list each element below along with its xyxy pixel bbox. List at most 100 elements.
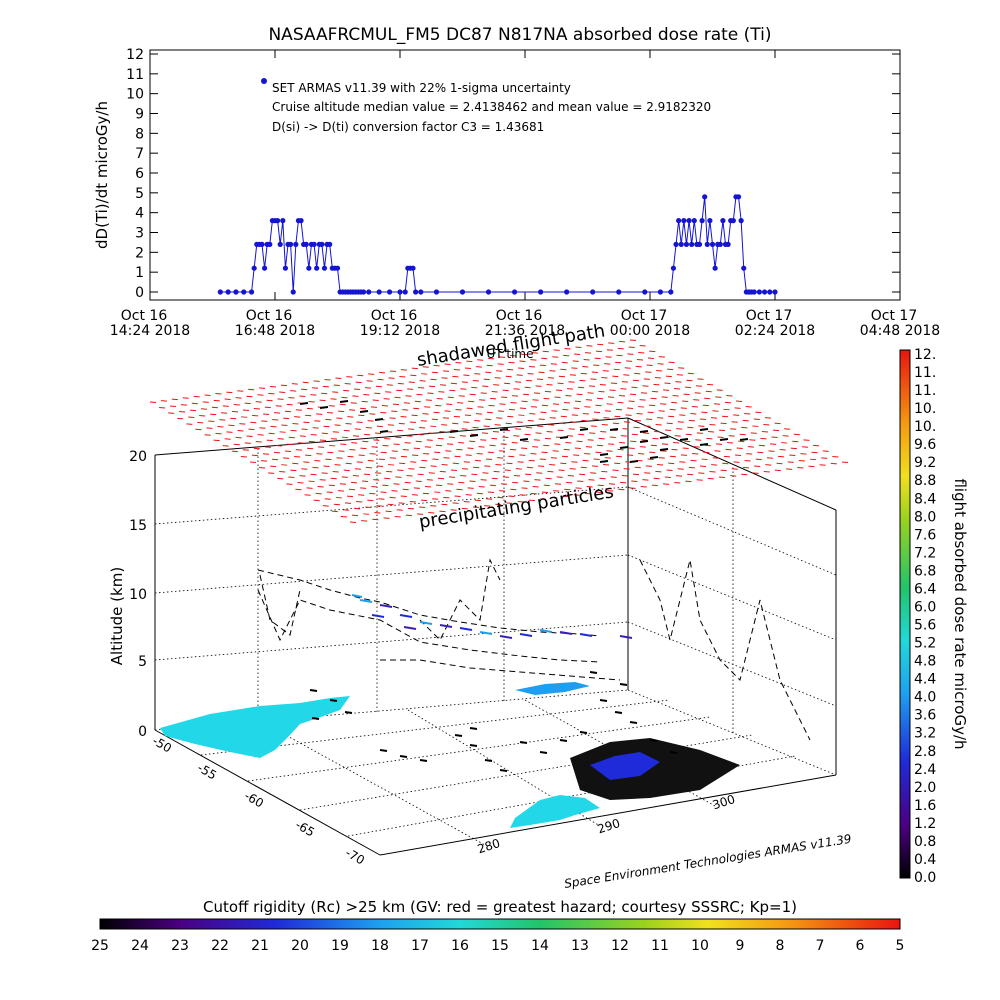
dose-colorbar-tick-label: 8.8: [914, 473, 936, 489]
particle-dash: [308, 440, 316, 443]
particle-dash: [400, 415, 407, 418]
particle-dash: [297, 442, 304, 444]
particle-dash: [630, 440, 637, 443]
particle-dash: [355, 381, 362, 384]
particle-dash: [186, 423, 193, 425]
particle-dash: [340, 516, 347, 518]
rigidity-colorbar-tick-label: 5: [896, 938, 905, 954]
particle-dash: [257, 394, 264, 396]
particle-dash: [283, 417, 290, 420]
top-x-tick-label-date: Oct 16: [371, 308, 418, 324]
particle-dash: [579, 379, 586, 382]
particle-dash: [595, 404, 602, 407]
particle-dash: [606, 450, 613, 452]
particle-dash: [547, 470, 554, 473]
particle-dash: [696, 432, 703, 434]
particle-dash: [382, 444, 389, 447]
particle-dash: [319, 479, 326, 481]
particle-dash: [439, 470, 446, 473]
particle-dash: [720, 422, 727, 425]
particle-dash: [493, 470, 500, 473]
particle-dash: [747, 446, 754, 448]
particle-dash: [330, 398, 337, 400]
particle-dash: [519, 454, 526, 456]
particle-dash: [546, 384, 553, 386]
particle-dash: [373, 439, 380, 441]
particle-dash: [549, 464, 556, 466]
particle-dash: [308, 480, 315, 483]
particle-dash: [381, 404, 389, 407]
latitude-tick-label: -60: [242, 789, 266, 811]
particle-dash: [524, 433, 531, 436]
particle-dash: [651, 484, 658, 487]
particle-dash: [679, 461, 686, 463]
particle-dash: [576, 393, 583, 396]
particle-dash: [288, 476, 295, 478]
top-y-axis-label: dD(Ti)/dt microGy/h: [93, 101, 111, 249]
particle-dash: [528, 366, 536, 368]
dose-rate-point: [772, 289, 778, 295]
particle-dash: [552, 450, 559, 452]
particle-dash: [594, 357, 601, 360]
particle-dash: [391, 450, 398, 452]
particle-dash: [680, 407, 687, 409]
particle-dash: [661, 396, 668, 398]
particle-dash: [549, 370, 556, 372]
particle-dash: [168, 412, 175, 414]
particle-dash: [671, 448, 678, 451]
particle-dash: [735, 454, 742, 456]
dose-colorbar-tick-label: 9.2: [914, 455, 936, 471]
particle-dash: [169, 405, 177, 408]
low-dose-dash: [579, 731, 588, 734]
dose-rate-series: [217, 194, 778, 295]
particle-dash: [304, 494, 311, 496]
particle-dash: [307, 447, 314, 450]
particle-dash: [560, 415, 567, 418]
rigidity-colorbar-tick-label: 7: [816, 938, 825, 954]
legend-text: SET ARMAS v11.39 with 22% 1-sigma uncert…: [272, 81, 571, 95]
particle-dash: [803, 439, 810, 441]
particle-dash: [399, 462, 406, 465]
particle-dash: [312, 427, 319, 429]
particle-dash: [413, 487, 420, 489]
particle-dash: [619, 441, 626, 444]
particle-dash: [465, 454, 472, 456]
particle-dash: [364, 387, 372, 389]
dose-rate-point: [280, 218, 286, 224]
particle-dash: [520, 353, 527, 356]
particle-dash: [396, 509, 403, 511]
particle-dash: [725, 448, 732, 451]
particle-dash: [338, 410, 345, 413]
particle-dash: [277, 438, 284, 440]
particle-dash: [299, 395, 306, 398]
particle-dash: [458, 481, 465, 484]
particle-dash: [722, 415, 729, 418]
particle-dash: [664, 476, 671, 478]
particle-dash: [719, 429, 726, 432]
particle-dash: [640, 486, 647, 488]
particle-dash: [491, 437, 498, 440]
particle-dash: [684, 440, 691, 443]
particle-dash: [565, 441, 572, 444]
particle-dash: [550, 457, 557, 459]
particle-dash: [489, 484, 496, 487]
particle-dash: [515, 381, 522, 383]
particle-dash: [493, 384, 500, 386]
particle-dash: [435, 444, 443, 447]
particle-dash: [742, 419, 749, 422]
particle-dash: [612, 422, 619, 425]
particle-dash: [421, 373, 428, 375]
particle-dash: [488, 404, 495, 407]
particle-dash: [548, 424, 555, 426]
particle-dash: [653, 477, 660, 480]
particle-dash: [376, 505, 383, 507]
particle-dash: [365, 466, 372, 469]
particle-dash: [480, 479, 487, 481]
particle-dash: [626, 360, 633, 362]
low-dose-dash: [499, 769, 508, 772]
particle-dash: [430, 378, 437, 381]
particle-dash: [412, 454, 419, 456]
particle-dash: [376, 425, 383, 428]
particle-dash: [786, 468, 793, 470]
